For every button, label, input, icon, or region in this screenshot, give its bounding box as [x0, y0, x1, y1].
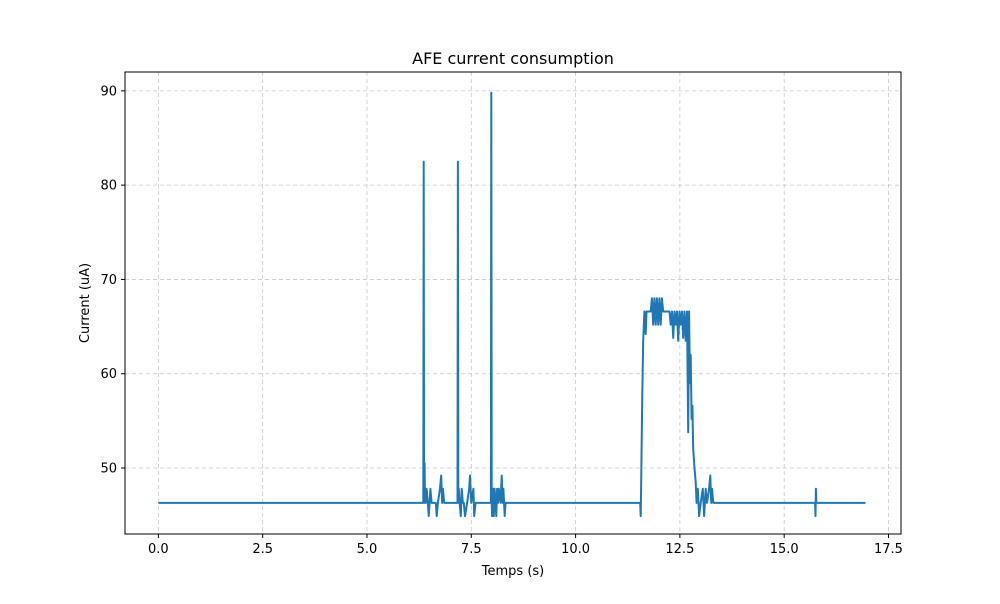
- y-tick-label: 50: [100, 462, 117, 477]
- y-axis: 50 60 70 80 90: [100, 84, 125, 477]
- x-axis: 0.0 2.5 5.0 7.5 10.0 12.5 15.0 17.5: [148, 534, 903, 557]
- y-tick-label: 70: [100, 273, 117, 288]
- plot-area: [158, 91, 866, 518]
- y-tick-label: 90: [100, 84, 117, 99]
- axes-frame: [124, 71, 902, 535]
- x-tick-label: 2.5: [252, 542, 273, 557]
- x-tick-label: 0.0: [148, 542, 169, 557]
- grid: [125, 72, 901, 534]
- y-tick-label: 80: [100, 179, 117, 194]
- x-tick-label: 10.0: [561, 542, 590, 557]
- y-axis-label: Current (uA): [78, 263, 93, 343]
- x-tick-label: 17.5: [874, 542, 903, 557]
- x-tick-label: 5.0: [357, 542, 378, 557]
- series-line: [158, 91, 866, 518]
- chart-title: AFE current consumption: [412, 49, 614, 68]
- y-tick-label: 60: [100, 367, 117, 382]
- x-axis-label: Temps (s): [481, 564, 544, 579]
- x-tick-label: 15.0: [770, 542, 799, 557]
- x-tick-label: 7.5: [461, 542, 482, 557]
- x-tick-label: 12.5: [665, 542, 694, 557]
